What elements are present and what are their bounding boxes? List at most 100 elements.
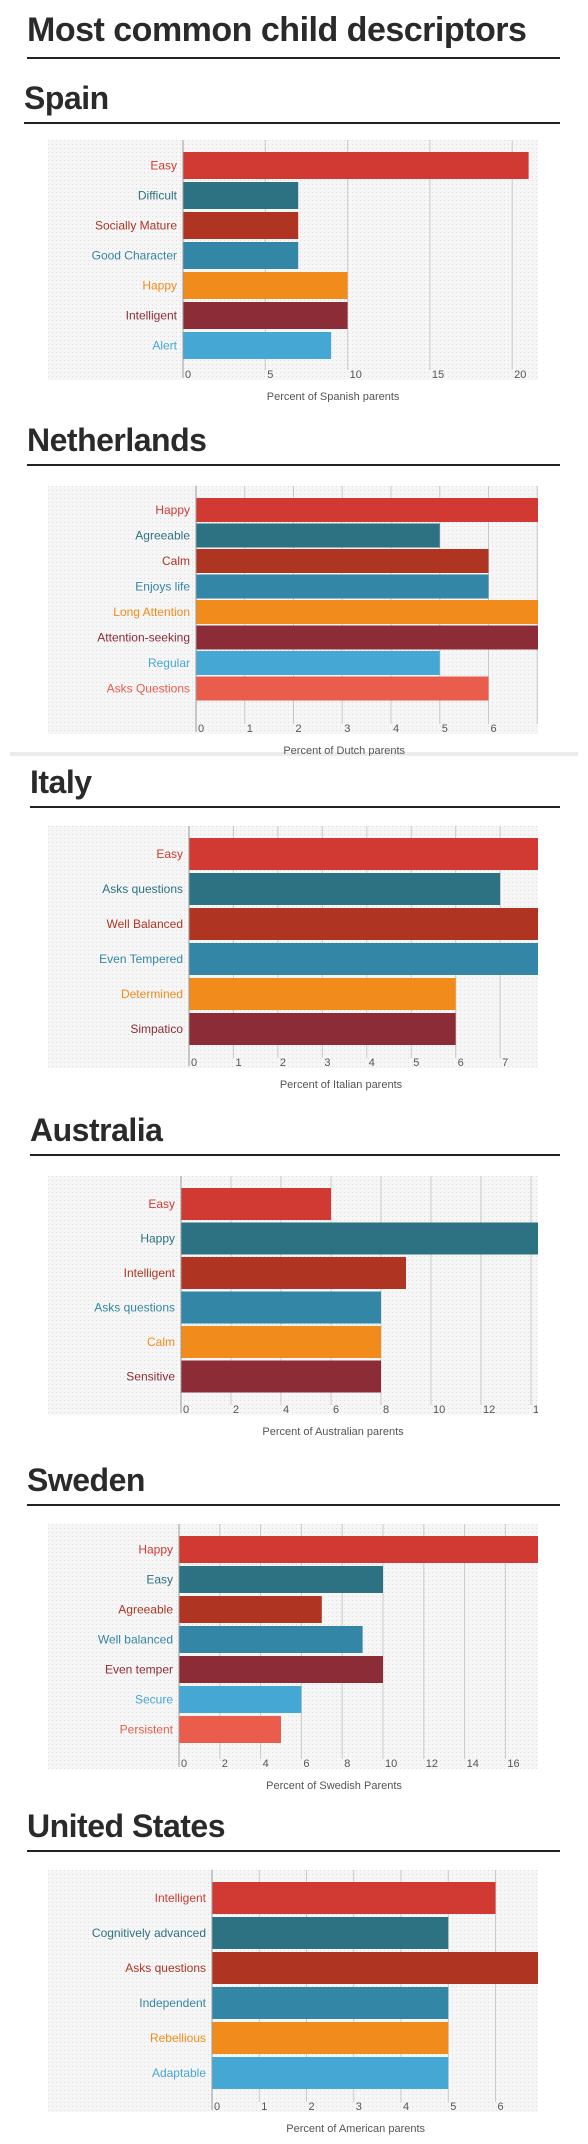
x-tick-label: 15 (432, 369, 444, 381)
category-label: Calm (147, 1335, 175, 1349)
x-tick-label: 5 (442, 723, 448, 735)
category-label: Calm (162, 554, 190, 568)
x-tick-label: 6 (491, 723, 497, 735)
bar-adaptable (212, 2057, 449, 2089)
bar-chart-spain: Easy Difficult Socially Mature Good Charact… (48, 140, 538, 402)
x-tick-label: 4 (263, 1758, 269, 1770)
bar-regular (196, 651, 440, 675)
category-label: Agreeable (135, 529, 190, 543)
x-tick-label: 0 (214, 2101, 220, 2113)
bar-asks-questions (189, 873, 501, 905)
chart-svg: Happy Easy Agreeable Well balanced Even temp… (48, 1524, 538, 1792)
bar-easy (189, 838, 538, 870)
bar-easy (183, 152, 529, 179)
bar-asks-questions (181, 1291, 381, 1324)
category-label: Determined (121, 987, 183, 1001)
chart-svg: Intelligent Cognitively advanced Asks ques… (48, 1870, 538, 2135)
page-title: Most common child descriptors (27, 8, 560, 59)
bar-persistent (179, 1716, 281, 1743)
category-label: Socially Mature (95, 219, 177, 233)
bar-happy (181, 1222, 538, 1255)
x-tick-label: 10 (385, 1758, 397, 1770)
bar-good-character (183, 242, 299, 269)
x-axis-label: Percent of American parents (286, 2123, 425, 2135)
category-label: Sensitive (126, 1370, 175, 1384)
x-axis-label: Percent of Swedish Parents (266, 1780, 402, 1792)
category-label: Asks questions (125, 1961, 206, 1975)
bar-cognitively-advanced (212, 1917, 449, 1949)
section-title: Sweden (27, 1460, 560, 1506)
bar-well-balanced (189, 908, 538, 940)
x-tick-label: 5 (450, 2101, 456, 2113)
bar-happy (183, 272, 348, 299)
x-tick-label: 10 (433, 1404, 445, 1416)
category-label: Independent (139, 1996, 206, 2010)
bar-happy (196, 498, 538, 522)
category-label: Rebellious (150, 2031, 206, 2045)
category-label: Long Attention (113, 605, 190, 619)
x-tick-label: 10 (350, 369, 362, 381)
x-tick-label: 14 (533, 1404, 538, 1416)
bar-calm (196, 549, 489, 573)
x-axis-label: Percent of Australian parents (262, 1426, 404, 1438)
bar-simpatico (189, 1013, 456, 1045)
x-tick-label: 16 (507, 1758, 519, 1770)
x-tick-label: 0 (181, 1758, 187, 1770)
x-axis-label: Percent of Spanish parents (267, 391, 400, 402)
x-tick-label: 2 (222, 1758, 228, 1770)
category-label: Easy (150, 159, 177, 173)
category-label: Cognitively advanced (92, 1926, 206, 1940)
x-tick-label: 4 (393, 723, 399, 735)
x-tick-label: 0 (198, 723, 204, 735)
x-tick-label: 5 (413, 1057, 419, 1069)
x-tick-label: 4 (369, 1057, 375, 1069)
x-tick-label: 4 (283, 1404, 289, 1416)
category-label: Regular (148, 656, 190, 670)
x-tick-label: 1 (247, 723, 253, 735)
bar-intelligent (181, 1257, 406, 1289)
section-title: Netherlands (27, 420, 560, 466)
category-label: Agreeable (118, 1603, 173, 1617)
category-label: Easy (146, 1573, 173, 1587)
bar-chart-netherlands: Happy Agreeable Calm Enjoys life Long Attent… (48, 486, 538, 756)
bar-agreeable (196, 523, 440, 548)
bar-enjoys-life (196, 574, 489, 599)
bar-independent (212, 1987, 449, 2019)
category-label: Good Character (92, 249, 177, 263)
category-label: Adaptable (152, 2066, 206, 2080)
category-label: Happy (138, 1543, 173, 1557)
category-label: Easy (148, 1197, 175, 1211)
x-tick-label: 4 (403, 2101, 409, 2113)
section-title: Spain (24, 78, 560, 124)
bar-chart-sweden: Happy Easy Agreeable Well balanced Even temp… (48, 1524, 538, 1792)
x-tick-label: 0 (191, 1057, 197, 1069)
x-tick-label: 3 (324, 1057, 330, 1069)
category-label: Intelligent (126, 309, 178, 323)
bar-rebellious (212, 2022, 449, 2054)
category-label: Intelligent (155, 1891, 207, 1905)
category-label: Simpatico (130, 1022, 183, 1036)
section-title: Italy (30, 762, 560, 808)
x-tick-label: 8 (344, 1758, 350, 1770)
bar-asks-questions (212, 1952, 538, 1984)
bar-calm (181, 1326, 381, 1358)
bar-attention-seeking (196, 625, 538, 650)
category-label: Well balanced (98, 1633, 173, 1647)
x-axis-label: Percent of Dutch parents (283, 745, 405, 756)
x-tick-label: 12 (483, 1404, 495, 1416)
x-tick-label: 6 (498, 2101, 504, 2113)
category-label: Well Balanced (107, 917, 184, 931)
x-tick-label: 20 (514, 369, 526, 381)
x-tick-label: 14 (467, 1758, 479, 1770)
x-tick-label: 5 (267, 369, 273, 381)
bar-intelligent (183, 302, 348, 329)
category-label: Difficult (138, 189, 178, 203)
bar-asks-questions (196, 676, 489, 701)
bar-chart-italy: Easy Asks questions Well Balanced Even Temp… (48, 826, 538, 1092)
x-tick-label: 6 (333, 1404, 339, 1416)
category-label: Easy (156, 847, 183, 861)
x-tick-label: 12 (426, 1758, 438, 1770)
category-label: Attention-seeking (97, 631, 190, 645)
x-tick-label: 0 (183, 1404, 189, 1416)
x-tick-label: 2 (233, 1404, 239, 1416)
